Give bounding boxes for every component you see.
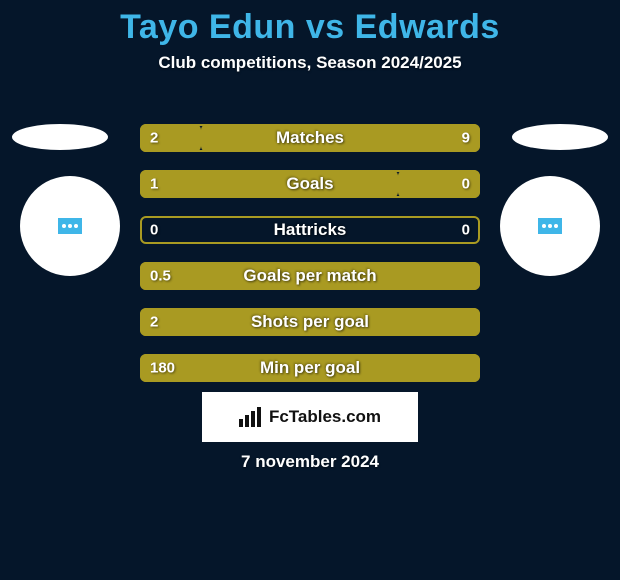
stat-row: Goals per match0.5 — [140, 262, 480, 290]
stat-row: Hattricks00 — [140, 216, 480, 244]
player-right-badge-inner — [538, 218, 562, 234]
stat-bar-left — [140, 354, 480, 382]
footer-source-text: FcTables.com — [269, 407, 381, 427]
dot-icon — [68, 224, 72, 228]
stat-row: Shots per goal2 — [140, 308, 480, 336]
stat-bar-right — [201, 124, 480, 152]
stat-row: Min per goal180 — [140, 354, 480, 382]
infographic-date: 7 november 2024 — [0, 452, 620, 472]
player-left-head-oval — [12, 124, 108, 150]
stat-bar-right — [398, 170, 480, 198]
dot-icon — [548, 224, 552, 228]
comparison-chart: Matches29 Goals10 Hattricks00 Goals per mat… — [140, 124, 480, 400]
player-left-badge — [20, 176, 120, 276]
player-right-badge — [500, 176, 600, 276]
player-right-head-oval — [512, 124, 608, 150]
stat-bar-left — [140, 170, 398, 198]
stat-row: Goals10 — [140, 170, 480, 198]
page-title: Tayo Edun vs Edwards — [0, 0, 620, 47]
stat-row-border — [140, 216, 480, 244]
dot-icon — [554, 224, 558, 228]
barchart-icon — [239, 407, 263, 427]
footer-source-box: FcTables.com — [202, 392, 418, 442]
dot-icon — [62, 224, 66, 228]
stat-bar-left — [140, 308, 480, 336]
stat-bar-left — [140, 124, 201, 152]
player-left-badge-inner — [58, 218, 82, 234]
dot-icon — [74, 224, 78, 228]
dot-icon — [542, 224, 546, 228]
page-subtitle: Club competitions, Season 2024/2025 — [0, 53, 620, 73]
stat-row: Matches29 — [140, 124, 480, 152]
comparison-infographic: Tayo Edun vs Edwards Club competitions, … — [0, 0, 620, 580]
stat-bar-left — [140, 262, 480, 290]
